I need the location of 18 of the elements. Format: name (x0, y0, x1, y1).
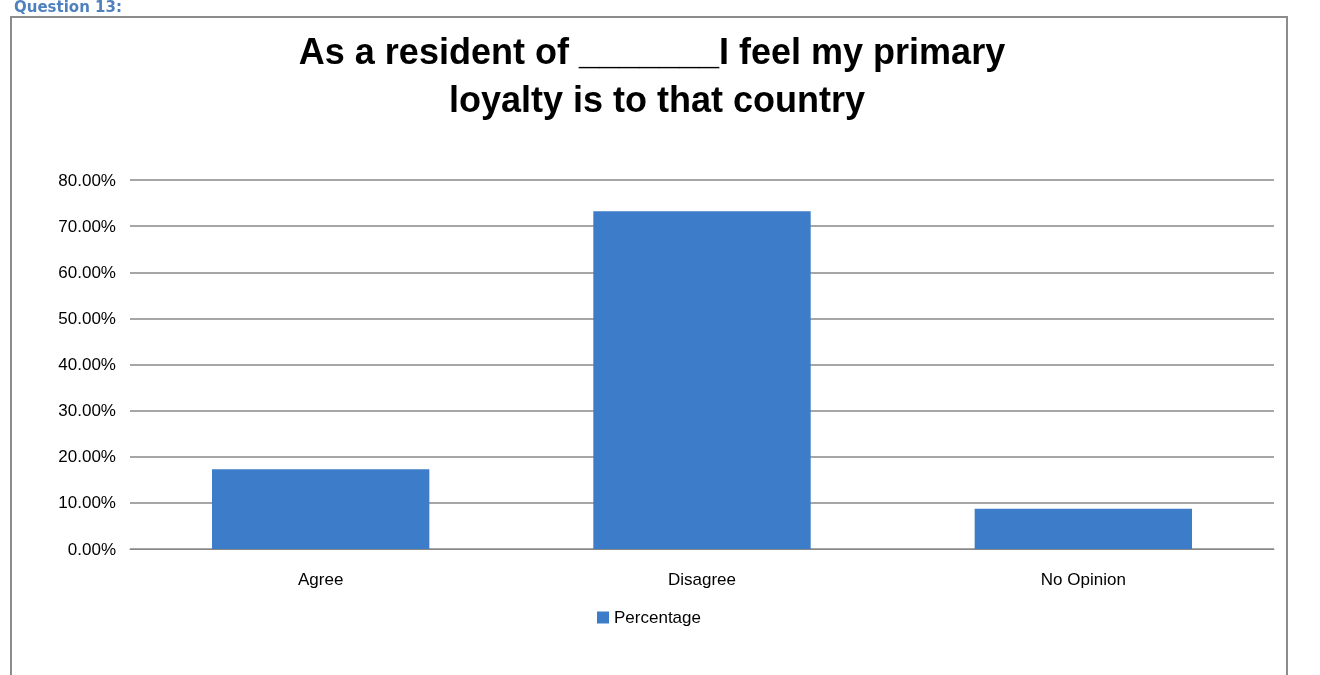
y-tick-label: 60.00% (58, 262, 116, 282)
y-tick-label: 20.00% (58, 447, 116, 467)
bar (211, 469, 430, 549)
y-tick-label: 40.00% (58, 355, 116, 374)
x-tick-label: Disagree (667, 570, 737, 589)
y-tick-label: 10.00% (58, 493, 116, 513)
y-tick-label: 50.00% (58, 308, 116, 328)
bar (593, 211, 811, 549)
y-tick-label: 0.00% (67, 539, 116, 559)
y-tick-label: 70.00% (58, 216, 116, 236)
x-tick-label: Agree (297, 570, 344, 589)
y-tick-label: 30.00% (58, 401, 116, 421)
bar (974, 508, 1193, 549)
x-tick-label: No Opinion (1040, 570, 1126, 589)
text: Question 13: (14, 0, 122, 16)
chart-title: As a resident of _______I feel my primary loyalty is to that country (298, 30, 1016, 120)
legend-label: Percentage (614, 608, 701, 627)
y-tick-label: 80.00% (58, 170, 116, 190)
